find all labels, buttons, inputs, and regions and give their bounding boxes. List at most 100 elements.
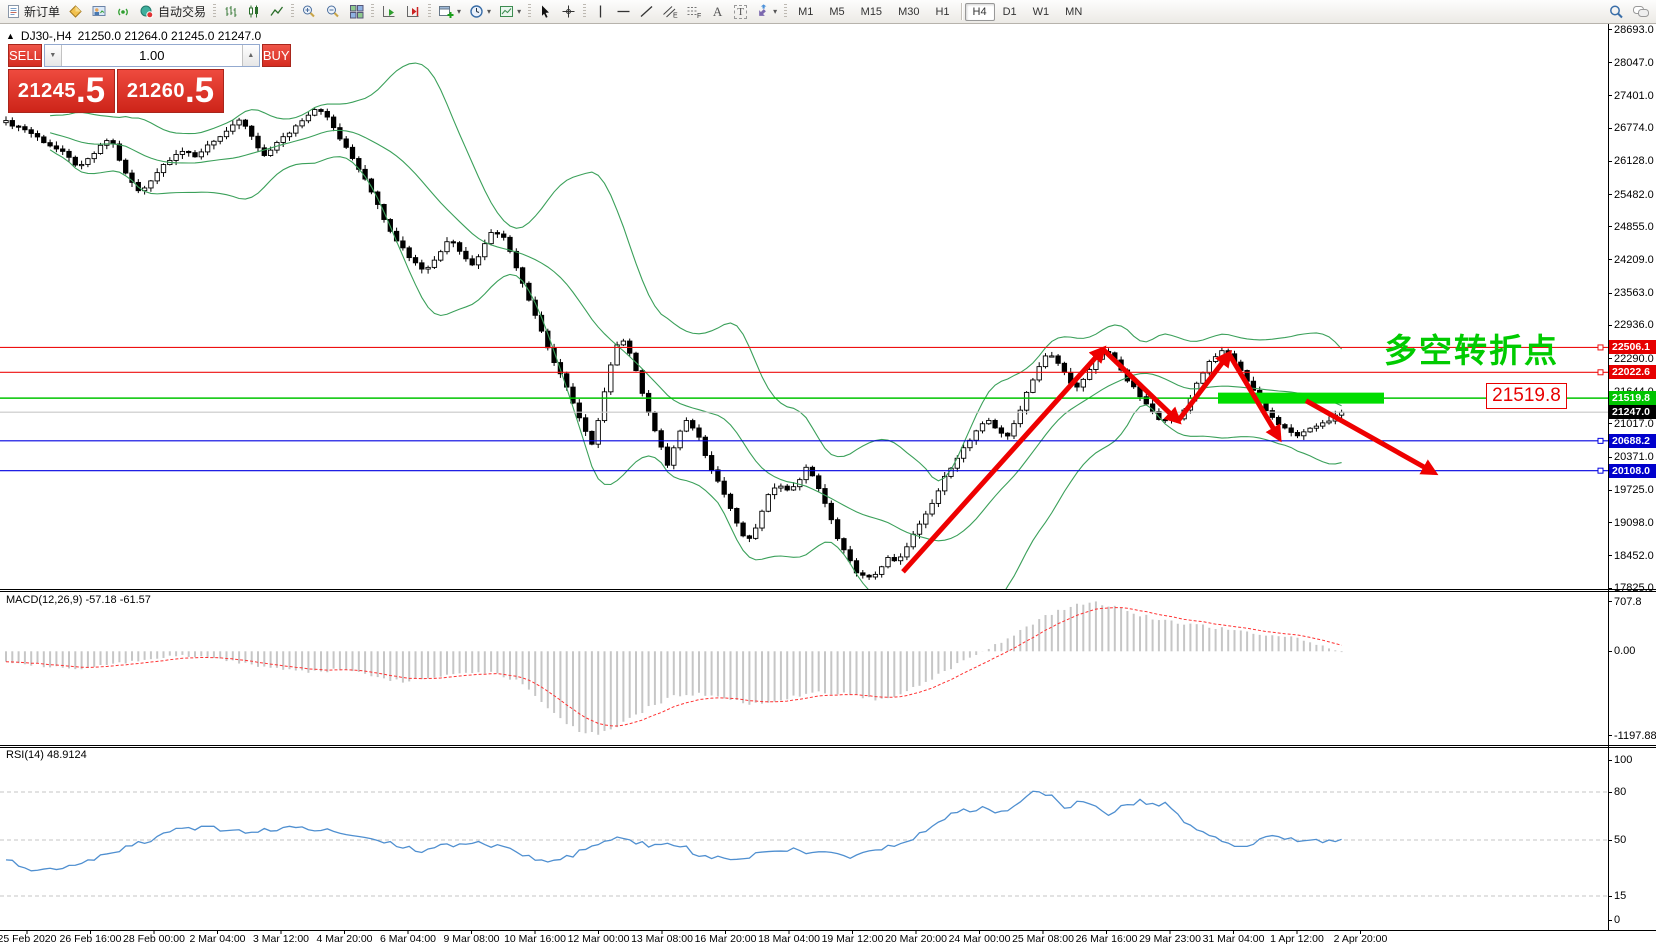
chart-shift-icon xyxy=(407,6,419,17)
rsi-line xyxy=(0,790,1608,897)
buy-price-int: 21260 xyxy=(126,79,185,102)
sell-price-display[interactable]: 21245 .5 xyxy=(8,69,115,113)
sell-price-dec: .5 xyxy=(75,71,106,110)
toolbar-grip xyxy=(784,4,788,19)
timeframe-w1[interactable]: W1 xyxy=(1032,5,1050,18)
autotrading-button[interactable]: 自动交易 xyxy=(135,1,210,22)
lot-increase-button[interactable]: ▲ xyxy=(241,45,259,66)
auto-scroll-icon xyxy=(383,6,395,17)
toolbar-grip xyxy=(428,4,432,19)
zoom-in-button[interactable] xyxy=(297,1,321,22)
text-label-tool-button[interactable]: T xyxy=(729,1,752,22)
new-order-button[interactable]: 新订单 xyxy=(2,1,64,22)
symbol-period: DJ30-,H4 xyxy=(20,29,72,43)
lot-decrease-button[interactable]: ▼ xyxy=(44,45,62,66)
templates-button[interactable]: ▾ xyxy=(495,1,525,22)
timeframe-mn[interactable]: MN xyxy=(1065,5,1083,18)
tile-windows-button[interactable] xyxy=(345,1,368,22)
bar-chart-icon xyxy=(225,6,237,17)
symbol-marker-icon: ▲ xyxy=(6,30,15,41)
clock-icon xyxy=(470,5,483,18)
fibonacci-tool-button[interactable]: F xyxy=(682,1,706,22)
trendline-tool-button[interactable] xyxy=(635,1,658,22)
bollinger-bands xyxy=(49,62,1343,589)
toolbar-grip xyxy=(213,4,217,19)
trend-arrows[interactable] xyxy=(901,345,1439,574)
search-icon xyxy=(1610,5,1623,18)
candlestick-mode-button[interactable] xyxy=(242,1,265,22)
chart-shift-button[interactable] xyxy=(401,1,425,22)
channel-tool-button[interactable]: E xyxy=(658,1,682,22)
timeframe-h1[interactable]: H1 xyxy=(935,5,950,18)
svg-text:E: E xyxy=(673,13,678,20)
tile-windows-icon xyxy=(350,5,364,19)
buy-price-display[interactable]: 21260 .5 xyxy=(117,69,224,113)
toolbar-separator xyxy=(960,3,962,20)
sell-price-int: 21245 xyxy=(17,79,76,102)
timeframe-m15[interactable]: M15 xyxy=(860,5,883,18)
toolbar-grip xyxy=(371,4,375,19)
accounts-button[interactable] xyxy=(87,1,111,22)
vertical-line-tool-button[interactable] xyxy=(589,1,612,22)
support-zone-bar[interactable] xyxy=(1218,392,1384,404)
main-toolbar: 新订单 自动交易 ▾ ▾ xyxy=(0,0,1656,24)
horizontal-line-icon xyxy=(617,10,630,13)
sell-button[interactable]: SELL xyxy=(8,44,42,67)
search-button[interactable] xyxy=(1604,1,1628,22)
signal-button[interactable] xyxy=(111,1,135,22)
cursor-tool-button[interactable] xyxy=(534,1,557,22)
candlestick-icon xyxy=(249,5,259,18)
horizontal-level-lines[interactable] xyxy=(0,344,1608,474)
dropdown-caret-icon: ▾ xyxy=(517,6,522,16)
arrow-objects-icon xyxy=(759,4,767,16)
text-tool-glyph: A xyxy=(712,3,723,19)
timeframe-h4[interactable]: H4 xyxy=(964,2,995,21)
svg-text:F: F xyxy=(697,13,701,19)
buy-button[interactable]: BUY xyxy=(261,44,291,67)
add-indicator-icon xyxy=(439,6,454,18)
periods-button[interactable]: ▾ xyxy=(465,1,495,22)
zoom-out-button[interactable] xyxy=(321,1,345,22)
chart-title: ▲ DJ30-,H4 21250.0 21264.0 21245.0 21247… xyxy=(6,29,261,43)
chat-button[interactable] xyxy=(1628,1,1654,22)
new-order-icon xyxy=(8,5,19,18)
cursor-icon xyxy=(542,5,550,18)
lot-size-stepper: ▼ ▲ xyxy=(43,44,260,67)
channel-icon: E xyxy=(663,6,678,20)
signal-icon xyxy=(118,8,128,16)
buy-price-dec: .5 xyxy=(184,71,215,110)
gold-diamond-button[interactable] xyxy=(64,1,87,22)
one-click-trading-panel: SELL ▼ ▲ BUY 21245 .5 21260 .5 xyxy=(8,44,291,113)
bar-chart-mode-button[interactable] xyxy=(219,1,242,22)
text-tool-button[interactable]: A xyxy=(706,1,729,22)
crosshair-tool-button[interactable] xyxy=(557,1,580,22)
line-chart-icon xyxy=(270,6,284,16)
zoom-out-icon xyxy=(327,5,339,18)
turning-point-annotation[interactable]: 多空转折点 xyxy=(1384,334,1559,370)
chat-icon xyxy=(1633,5,1649,17)
timeframe-m30[interactable]: M30 xyxy=(898,5,920,18)
arrows-tool-button[interactable]: ▾ xyxy=(752,1,781,22)
price-callout-label[interactable]: 21519.8 xyxy=(1486,383,1567,409)
timeframe-d1[interactable]: D1 xyxy=(1002,5,1017,18)
crosshair-icon xyxy=(562,5,575,18)
pane-borders xyxy=(0,24,1656,934)
gold-diamond-icon xyxy=(69,5,82,18)
line-chart-mode-button[interactable] xyxy=(265,1,288,22)
vertical-line-icon xyxy=(599,5,602,18)
macd-indicator-label: MACD(12,26,9) -57.18 -61.57 xyxy=(6,594,151,606)
autotrading-icon xyxy=(140,5,154,19)
dropdown-caret-icon: ▾ xyxy=(773,6,778,16)
autotrading-label: 自动交易 xyxy=(158,5,207,19)
new-order-label: 新订单 xyxy=(24,5,61,19)
auto-scroll-button[interactable] xyxy=(377,1,401,22)
add-indicator-button[interactable]: ▾ xyxy=(434,1,465,22)
timeframe-m5[interactable]: M5 xyxy=(829,5,845,18)
timeframe-m1[interactable]: M1 xyxy=(798,5,814,18)
lot-size-input[interactable] xyxy=(61,45,242,66)
ohlc-values: 21250.0 21264.0 21245.0 21247.0 xyxy=(77,29,262,43)
dropdown-caret-icon: ▾ xyxy=(457,6,462,16)
horizontal-line-tool-button[interactable] xyxy=(612,1,635,22)
label-tool-glyph: T xyxy=(734,4,747,19)
